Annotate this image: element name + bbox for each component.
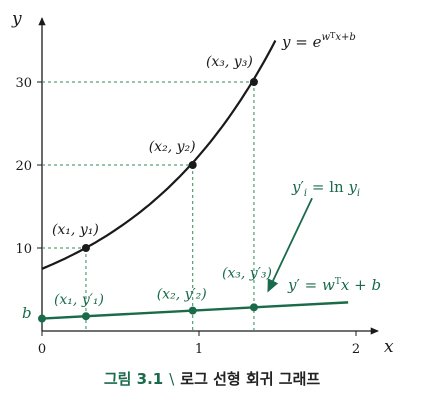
caption-number: 그림 3.1 — [103, 370, 164, 388]
x-axis-label: x — [384, 337, 394, 357]
exp-point-label: (x₃, y₃) — [206, 54, 253, 70]
data-points — [38, 78, 258, 323]
caption-separator: \ — [169, 370, 175, 388]
guide-lines — [42, 81, 255, 331]
y-tick-label: 20 — [15, 159, 32, 174]
point-labels: (x₁, y₁) (x₂, y₂) (x₃, y₃) (x₁, y′₁) (x₂, y′… — [52, 54, 272, 308]
linear-data-point — [249, 303, 258, 312]
linear-data-point — [81, 312, 90, 321]
annotation-label: y′i = ln yi — [291, 178, 360, 199]
y-tick-label: 10 — [15, 242, 32, 257]
linear-point-label: (x₃, y′₃) — [222, 265, 272, 281]
tick-group: 0 1 2 10 20 30 — [15, 76, 360, 357]
y-axis-label: y — [11, 9, 22, 29]
x-tick-label: 1 — [195, 342, 203, 357]
exp-point-label: (x₁, y₁) — [52, 222, 99, 238]
x-tick-label: 2 — [352, 342, 360, 357]
linear-data-point — [188, 306, 197, 315]
exp-data-point — [188, 161, 197, 169]
linear-point-label: (x₁, y′₁) — [54, 292, 104, 308]
annotation-arrow — [267, 197, 313, 293]
exp-curve-line — [41, 39, 277, 270]
caption-title: 로그 선형 회귀 그래프 — [180, 370, 321, 388]
x-tick-label: 0 — [38, 342, 46, 357]
exp-point-label: (x₂, y₂) — [149, 139, 196, 155]
exp-data-point — [81, 244, 90, 252]
figure-caption: 그림 3.1 \ 로그 선형 회귀 그래프 — [0, 368, 424, 389]
y-tick-label: 30 — [15, 76, 32, 91]
exp-curve-label: y = ewTx+b — [281, 31, 356, 51]
y-intercept-label: b — [22, 304, 32, 322]
lin-curve-label: y′ = wTx + b — [287, 276, 381, 294]
intercept-point — [38, 314, 46, 323]
exp-data-point — [249, 78, 258, 86]
linear-point-label: (x₂, y′₂) — [157, 287, 207, 303]
